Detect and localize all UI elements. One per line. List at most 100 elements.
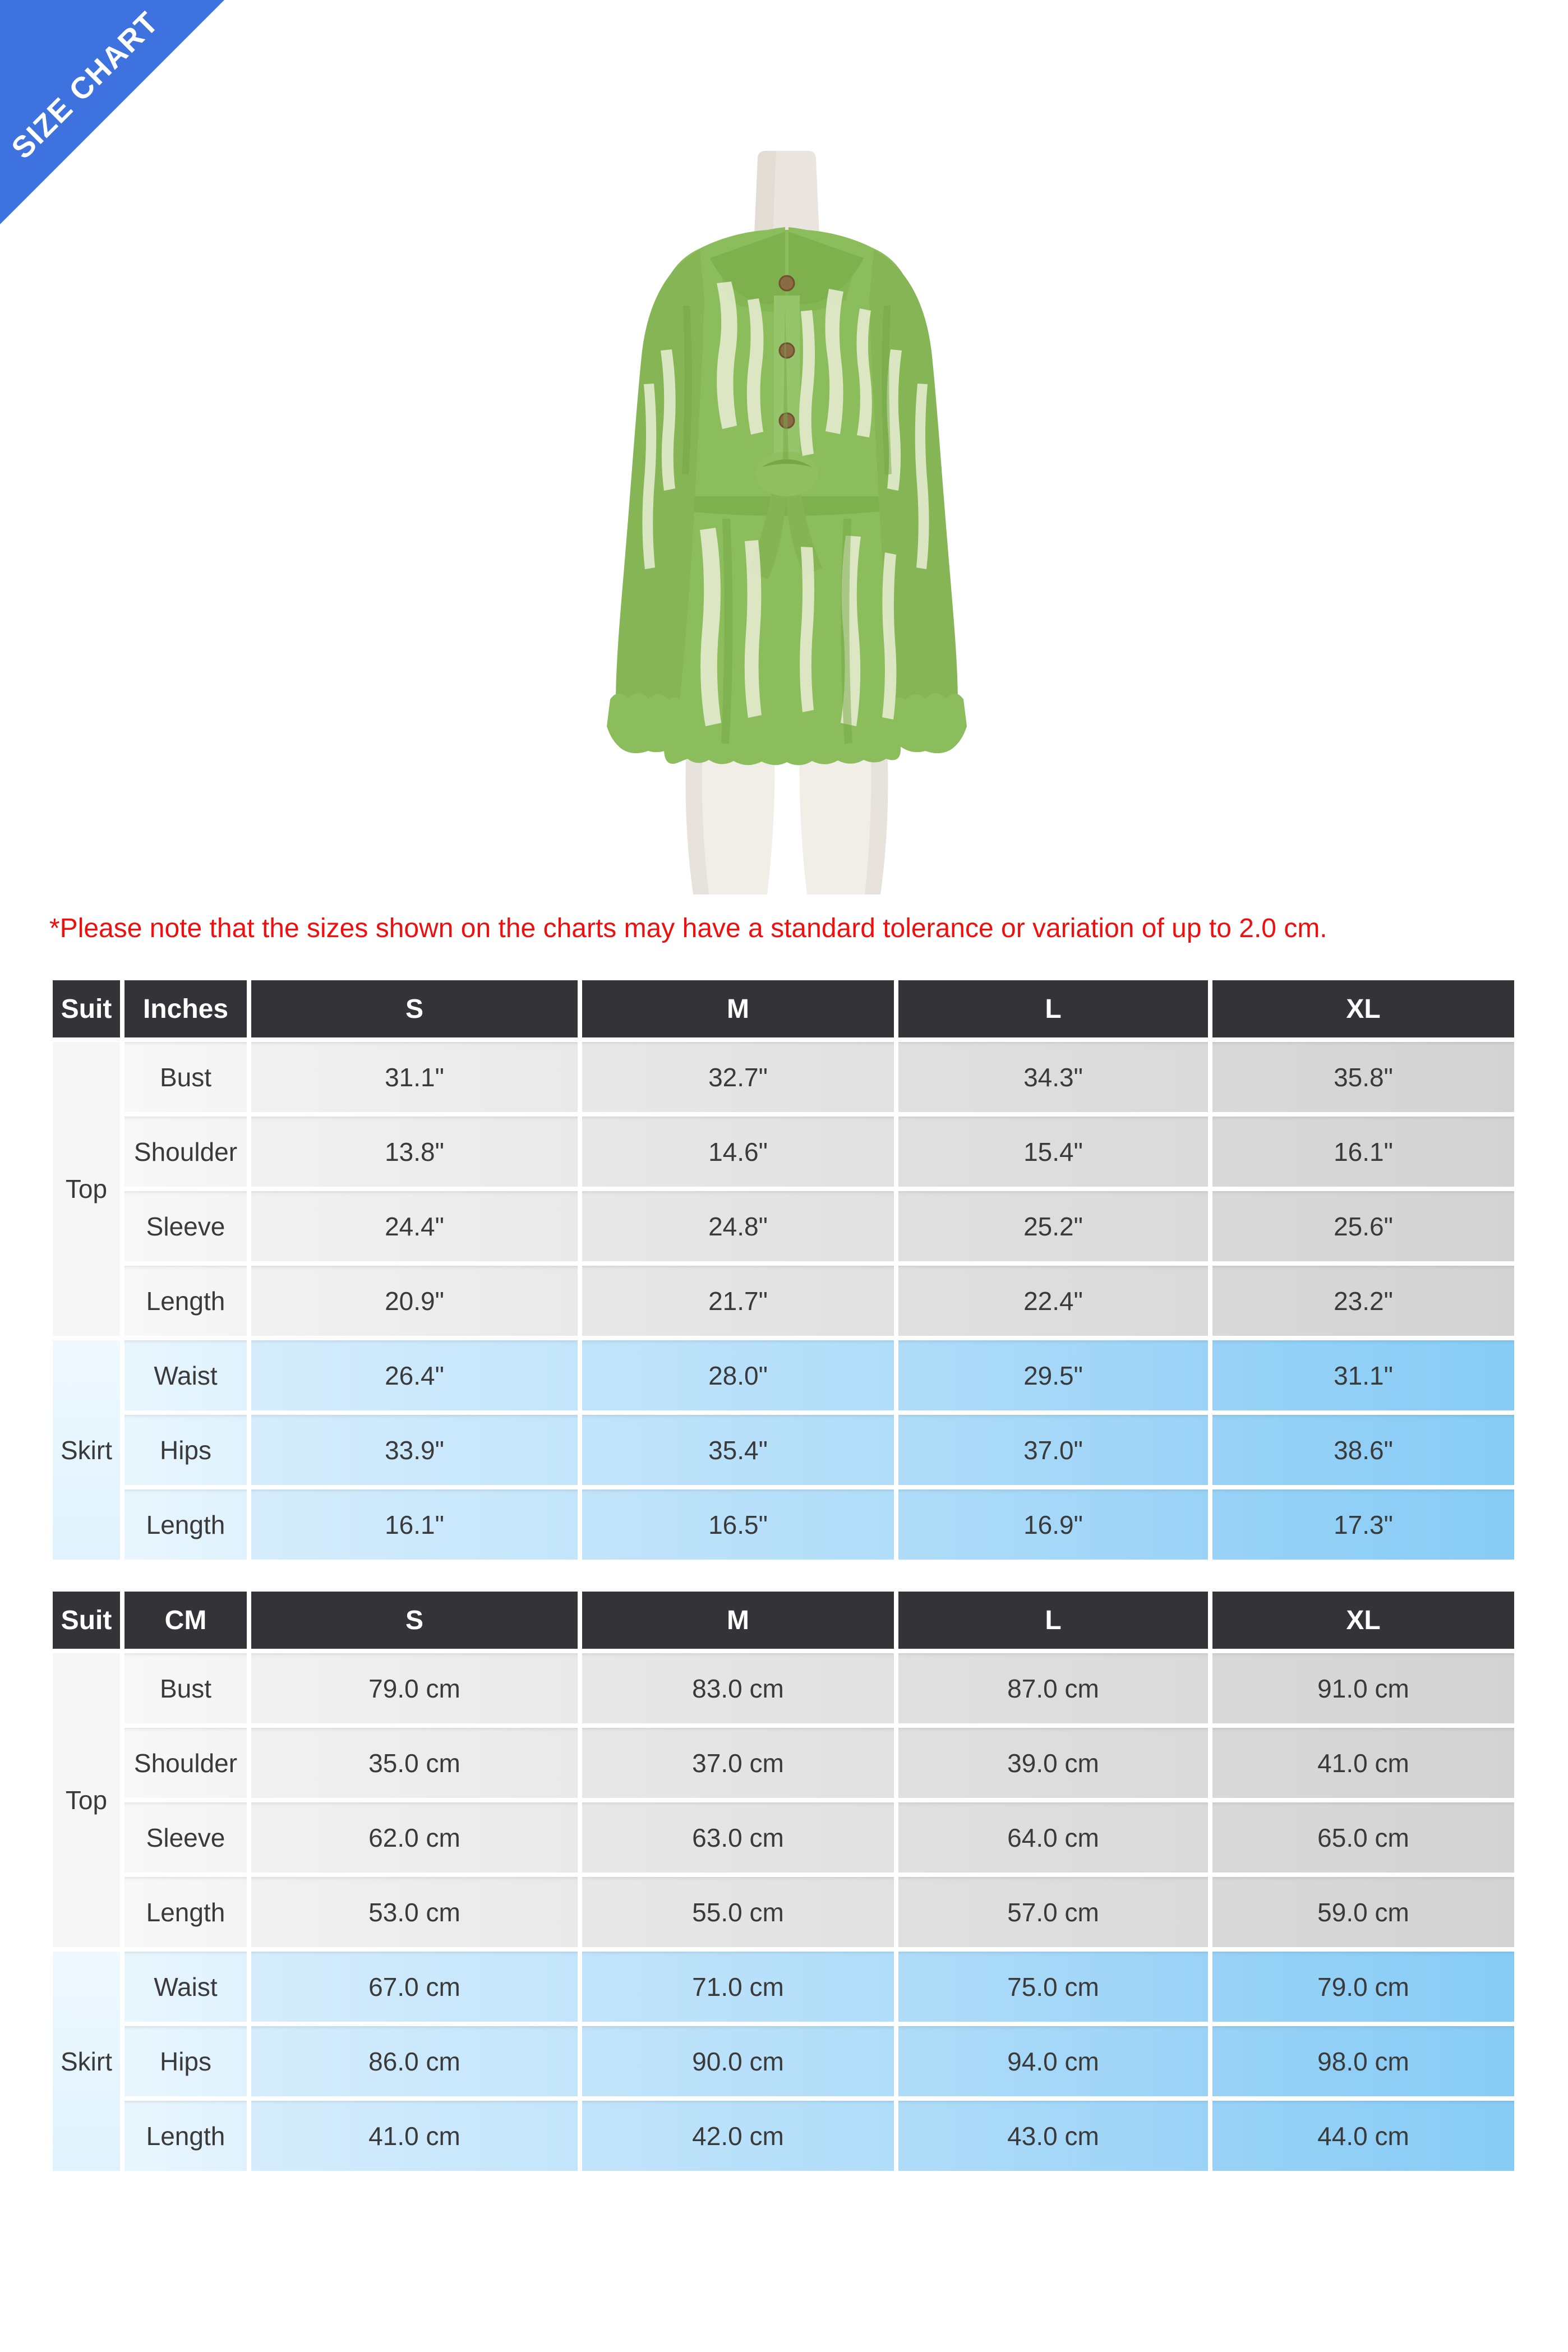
measurement-value: 35.4" xyxy=(582,1415,894,1485)
corner-header: Suit xyxy=(53,1592,120,1649)
measurement-value: 41.0 cm xyxy=(1212,1728,1514,1798)
measurement-label: Bust xyxy=(124,1042,247,1112)
button-icon xyxy=(778,275,795,292)
measurement-label: Length xyxy=(124,1489,247,1560)
table-row: Hips 86.0 cm 90.0 cm 94.0 cm 98.0 cm xyxy=(53,2026,1514,2096)
measurement-value: 20.9" xyxy=(251,1266,578,1336)
size-header-l: L xyxy=(898,1592,1208,1649)
button-icon xyxy=(778,342,795,359)
unit-header: CM xyxy=(124,1592,247,1649)
tolerance-note: *Please note that the sizes shown on the… xyxy=(49,914,1327,943)
measurement-value: 14.6" xyxy=(582,1117,894,1187)
measurement-value: 31.1" xyxy=(1212,1340,1514,1410)
table-row: Length 16.1" 16.5" 16.9" 17.3" xyxy=(53,1489,1514,1560)
size-table-cm: Suit CM S M L XL Top Bust 79.0 cm 83.0 c… xyxy=(48,1587,1519,2175)
measurement-value: 16.5" xyxy=(582,1489,894,1560)
knit-distress-texture xyxy=(642,282,929,726)
measurement-value: 53.0 cm xyxy=(251,1877,578,1947)
table-row: Shoulder 35.0 cm 37.0 cm 39.0 cm 41.0 cm xyxy=(53,1728,1514,1798)
table-row: Skirt Waist 67.0 cm 71.0 cm 75.0 cm 79.0… xyxy=(53,1952,1514,2171)
unit-header: Inches xyxy=(124,980,247,1037)
measurement-value: 44.0 cm xyxy=(1212,2101,1514,2171)
measurement-value: 38.6" xyxy=(1212,1415,1514,1485)
measurement-value: 34.3" xyxy=(898,1042,1208,1112)
measurement-value: 37.0" xyxy=(898,1415,1208,1485)
corner-header: Suit xyxy=(53,980,120,1037)
measurement-value: 86.0 cm xyxy=(251,2026,578,2096)
measurement-value: 21.7" xyxy=(582,1266,894,1336)
measurement-value: 65.0 cm xyxy=(1212,1802,1514,1873)
measurement-value: 15.4" xyxy=(898,1117,1208,1187)
measurement-value: 67.0 cm xyxy=(251,1952,578,2022)
measurement-label: Length xyxy=(124,1266,247,1336)
measurement-value: 41.0 cm xyxy=(251,2101,578,2171)
measurement-value: 83.0 cm xyxy=(582,1653,894,1723)
size-header-m: M xyxy=(582,980,894,1037)
measurement-value: 39.0 cm xyxy=(898,1728,1208,1798)
knit-strand-shadows xyxy=(682,306,892,744)
size-header-s: S xyxy=(251,980,578,1037)
size-chart-ribbon: SIZE CHART xyxy=(0,0,224,224)
measurement-label: Sleeve xyxy=(124,1802,247,1873)
size-header-m: M xyxy=(582,1592,894,1649)
measurement-label: Sleeve xyxy=(124,1191,247,1261)
measurement-value: 57.0 cm xyxy=(898,1877,1208,1947)
measurement-label: Length xyxy=(124,1877,247,1947)
measurement-label: Bust xyxy=(124,1653,247,1723)
table-row: Skirt Waist 26.4" 28.0" 29.5" 31.1" xyxy=(53,1340,1514,1560)
size-table-inches: Suit Inches S M L XL Top Bust 31.1" 32.7… xyxy=(48,976,1519,1564)
left-sleeve xyxy=(607,250,704,754)
measurement-value: 63.0 cm xyxy=(582,1802,894,1873)
measurement-label: Length xyxy=(124,2101,247,2171)
measurement-value: 64.0 cm xyxy=(898,1802,1208,1873)
measurement-value: 98.0 cm xyxy=(1212,2026,1514,2096)
measurement-value: 37.0 cm xyxy=(582,1728,894,1798)
measurement-value: 25.6" xyxy=(1212,1191,1514,1261)
size-header-xl: XL xyxy=(1212,980,1514,1037)
header-row: Suit Inches S M L XL xyxy=(53,980,1514,1037)
measurement-value: 55.0 cm xyxy=(582,1877,894,1947)
measurement-label: Hips xyxy=(124,2026,247,2096)
measurement-value: 22.4" xyxy=(898,1266,1208,1336)
measurement-value: 16.1" xyxy=(251,1489,578,1560)
group-label-top: Top xyxy=(53,1653,120,1947)
collar xyxy=(710,227,864,305)
measurement-value: 79.0 cm xyxy=(251,1653,578,1723)
measurement-value: 16.9" xyxy=(898,1489,1208,1560)
measurement-value: 24.4" xyxy=(251,1191,578,1261)
table-row: Top Bust 79.0 cm 83.0 cm 87.0 cm 91.0 cm xyxy=(53,1653,1514,1947)
mannequin-neck xyxy=(754,151,819,236)
measurement-value: 71.0 cm xyxy=(582,1952,894,2022)
table-row: Length 41.0 cm 42.0 cm 43.0 cm 44.0 cm xyxy=(53,2101,1514,2171)
size-header-xl: XL xyxy=(1212,1592,1514,1649)
measurement-value: 31.1" xyxy=(251,1042,578,1112)
measurement-value: 16.1" xyxy=(1212,1117,1514,1187)
measurement-value: 94.0 cm xyxy=(898,2026,1208,2096)
measurement-value: 43.0 cm xyxy=(898,2101,1208,2171)
header-row: Suit CM S M L XL xyxy=(53,1592,1514,1649)
group-label-skirt: Skirt xyxy=(53,1340,120,1560)
ribbon-label: SIZE CHART xyxy=(5,5,165,165)
measurement-label: Shoulder xyxy=(124,1728,247,1798)
measurement-value: 35.0 cm xyxy=(251,1728,578,1798)
measurement-value: 28.0" xyxy=(582,1340,894,1410)
measurement-value: 26.4" xyxy=(251,1340,578,1410)
measurement-value: 33.9" xyxy=(251,1415,578,1485)
measurement-value: 75.0 cm xyxy=(898,1952,1208,2022)
size-header-l: L xyxy=(898,980,1208,1037)
measurement-value: 59.0 cm xyxy=(1212,1877,1514,1947)
measurement-value: 62.0 cm xyxy=(251,1802,578,1873)
table-row: Hips 33.9" 35.4" 37.0" 38.6" xyxy=(53,1415,1514,1485)
table-row: Length 53.0 cm 55.0 cm 57.0 cm 59.0 cm xyxy=(53,1877,1514,1947)
size-header-s: S xyxy=(251,1592,578,1649)
mannequin-legs xyxy=(685,743,888,894)
measurement-label: Shoulder xyxy=(124,1117,247,1187)
group-label-top: Top xyxy=(53,1042,120,1336)
measurement-label: Waist xyxy=(124,1340,247,1410)
table-row: Sleeve 62.0 cm 63.0 cm 64.0 cm 65.0 cm xyxy=(53,1802,1514,1873)
measurement-label: Waist xyxy=(124,1952,247,2022)
measurement-value: 91.0 cm xyxy=(1212,1653,1514,1723)
measurement-label: Hips xyxy=(124,1415,247,1485)
measurement-value: 90.0 cm xyxy=(582,2026,894,2096)
